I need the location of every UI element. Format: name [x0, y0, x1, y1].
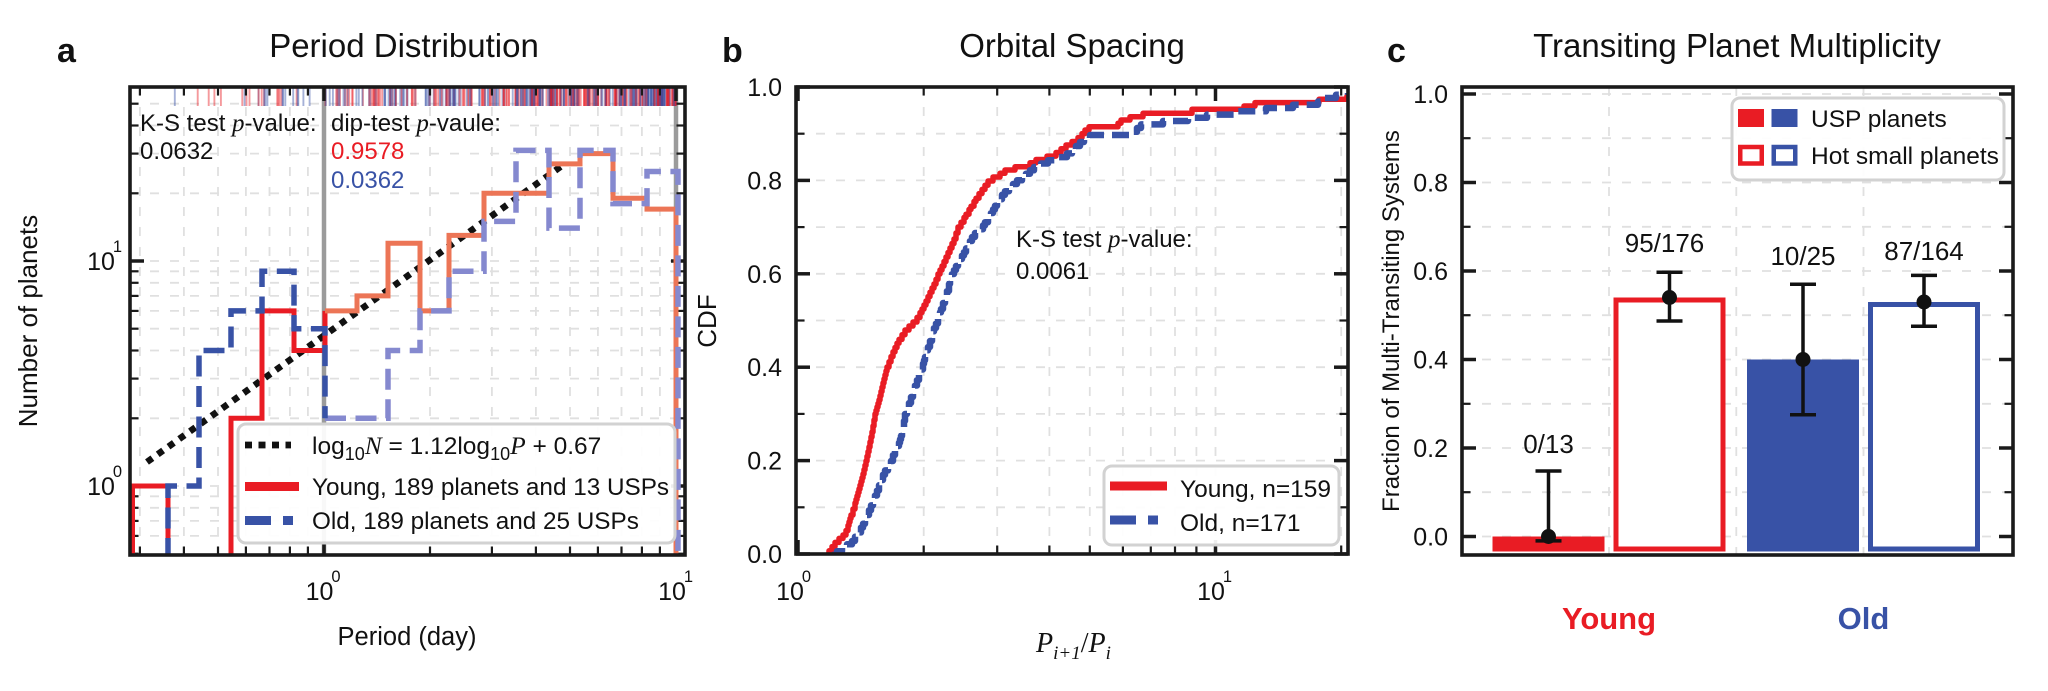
svg-text:Pi+1/Pi: Pi+1/Pi	[1035, 628, 1111, 664]
svg-text:0/13: 0/13	[1523, 429, 1574, 459]
svg-text:Number of planets: Number of planets	[13, 215, 43, 427]
svg-text:CDF: CDF	[692, 294, 722, 347]
svg-text:0.0: 0.0	[1413, 524, 1448, 552]
svg-text:10/25: 10/25	[1770, 241, 1835, 271]
svg-text:0.0362: 0.0362	[331, 167, 404, 194]
svg-text:0.0061: 0.0061	[1016, 258, 1089, 285]
svg-text:0.4: 0.4	[1413, 347, 1448, 375]
svg-text:1.0: 1.0	[1413, 81, 1448, 109]
svg-text:Transiting Planet Multiplicity: Transiting Planet Multiplicity	[1533, 27, 1941, 64]
svg-text:0.0632: 0.0632	[140, 138, 213, 165]
svg-text:0.6: 0.6	[747, 261, 782, 289]
svg-text:10: 10	[87, 473, 115, 501]
svg-text:Old, 189 planets and 25 USPs: Old, 189 planets and 25 USPs	[312, 508, 639, 535]
svg-text:Fraction of Multi-Transiting S: Fraction of Multi-Transiting Systems	[1378, 130, 1405, 512]
svg-text:1: 1	[113, 238, 122, 256]
svg-text:K-S test p-value:: K-S test p-value:	[140, 110, 317, 137]
svg-text:10: 10	[776, 578, 804, 606]
svg-text:Orbital Spacing: Orbital Spacing	[959, 27, 1185, 64]
svg-text:Period Distribution: Period Distribution	[269, 27, 539, 64]
svg-text:USP planets: USP planets	[1811, 106, 1947, 133]
svg-text:0: 0	[802, 568, 811, 586]
svg-text:0.9578: 0.9578	[331, 138, 404, 165]
svg-text:a: a	[57, 32, 77, 70]
svg-text:Young, n=159: Young, n=159	[1180, 476, 1331, 503]
svg-text:dip-test p-vaule:: dip-test p-vaule:	[331, 110, 501, 137]
svg-text:Young: Young	[1562, 601, 1656, 636]
svg-text:Period (day): Period (day)	[338, 623, 477, 651]
svg-text:K-S test p-value:: K-S test p-value:	[1016, 226, 1193, 253]
svg-text:0.2: 0.2	[747, 448, 782, 476]
svg-text:0.2: 0.2	[1413, 435, 1448, 463]
svg-text:10: 10	[87, 248, 115, 276]
svg-text:95/176: 95/176	[1625, 228, 1705, 258]
svg-text:10: 10	[1197, 578, 1225, 606]
svg-text:b: b	[722, 32, 743, 70]
svg-text:0.4: 0.4	[747, 354, 782, 382]
svg-text:1: 1	[1223, 568, 1232, 586]
svg-text:Old, n=171: Old, n=171	[1180, 510, 1301, 537]
svg-text:10: 10	[306, 578, 334, 606]
svg-text:Hot small planets: Hot small planets	[1811, 143, 1999, 170]
svg-text:87/164: 87/164	[1884, 236, 1964, 266]
svg-text:0.8: 0.8	[1413, 170, 1448, 198]
svg-text:0: 0	[113, 463, 122, 481]
svg-text:1.0: 1.0	[747, 74, 782, 102]
svg-text:Old: Old	[1838, 601, 1890, 636]
svg-text:1: 1	[684, 568, 693, 586]
svg-text:c: c	[1387, 32, 1406, 70]
svg-text:0.8: 0.8	[747, 167, 782, 195]
svg-text:10: 10	[658, 578, 686, 606]
svg-text:0.0: 0.0	[747, 541, 782, 569]
svg-text:0.6: 0.6	[1413, 258, 1448, 286]
svg-text:0: 0	[331, 568, 340, 586]
svg-text:Young, 189 planets and 13 USPs: Young, 189 planets and 13 USPs	[312, 474, 669, 501]
